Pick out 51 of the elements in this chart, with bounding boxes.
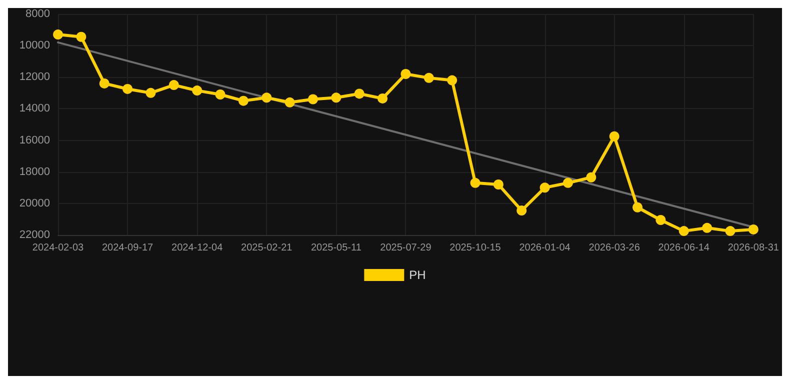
point: [146, 88, 156, 98]
y-tick-label: 12000: [19, 71, 50, 84]
point: [262, 92, 272, 103]
x-tick-label: 2025-07-29: [380, 242, 432, 254]
x-tick-label: 2026-08-31: [728, 242, 780, 254]
point: [702, 222, 712, 233]
point: [122, 84, 133, 94]
x-tick-label: 2026-03-26: [588, 242, 640, 254]
y-tick-label: 22000: [19, 229, 50, 241]
point: [656, 215, 666, 225]
y-tick-label: 10000: [19, 40, 50, 52]
x-tick-label: 2024-12-04: [172, 242, 224, 254]
point: [238, 96, 248, 106]
point: [354, 88, 364, 99]
point: [470, 178, 480, 188]
point: [53, 30, 63, 40]
point: [493, 179, 504, 190]
y-tick-label: 16000: [19, 134, 50, 146]
point: [632, 202, 643, 212]
point: [168, 80, 179, 90]
y-tick-label: 8000: [26, 8, 50, 20]
x-tick-label: 2026-01-04: [519, 242, 571, 254]
point: [284, 97, 295, 108]
point: [678, 226, 689, 236]
point: [331, 92, 342, 103]
x-tick-label: 2025-10-15: [450, 242, 502, 254]
point: [378, 93, 388, 104]
x-tick-label: 2024-09-17: [102, 242, 154, 254]
x-tick-label: 2024-02-03: [32, 242, 84, 254]
y-tick-label: 20000: [19, 197, 50, 210]
point: [308, 94, 318, 104]
point: [424, 72, 434, 83]
point: [725, 226, 736, 236]
point: [586, 172, 596, 182]
point: [748, 224, 758, 234]
y-tick-label: 18000: [19, 166, 50, 178]
point: [447, 75, 458, 86]
x-tick-label: 2025-02-21: [241, 242, 293, 254]
point: [516, 206, 527, 216]
point: [609, 131, 620, 142]
point: [400, 68, 411, 79]
point: [540, 182, 550, 193]
point: [99, 78, 110, 88]
point: [215, 90, 226, 100]
x-tick-label: 2026-06-14: [658, 242, 710, 254]
point: [76, 32, 86, 42]
legend-label: PH: [409, 268, 426, 282]
point: [192, 86, 202, 96]
x-tick-label: 2025-05-11: [310, 242, 362, 254]
point: [562, 178, 573, 188]
y-tick-label: 14000: [19, 102, 50, 115]
